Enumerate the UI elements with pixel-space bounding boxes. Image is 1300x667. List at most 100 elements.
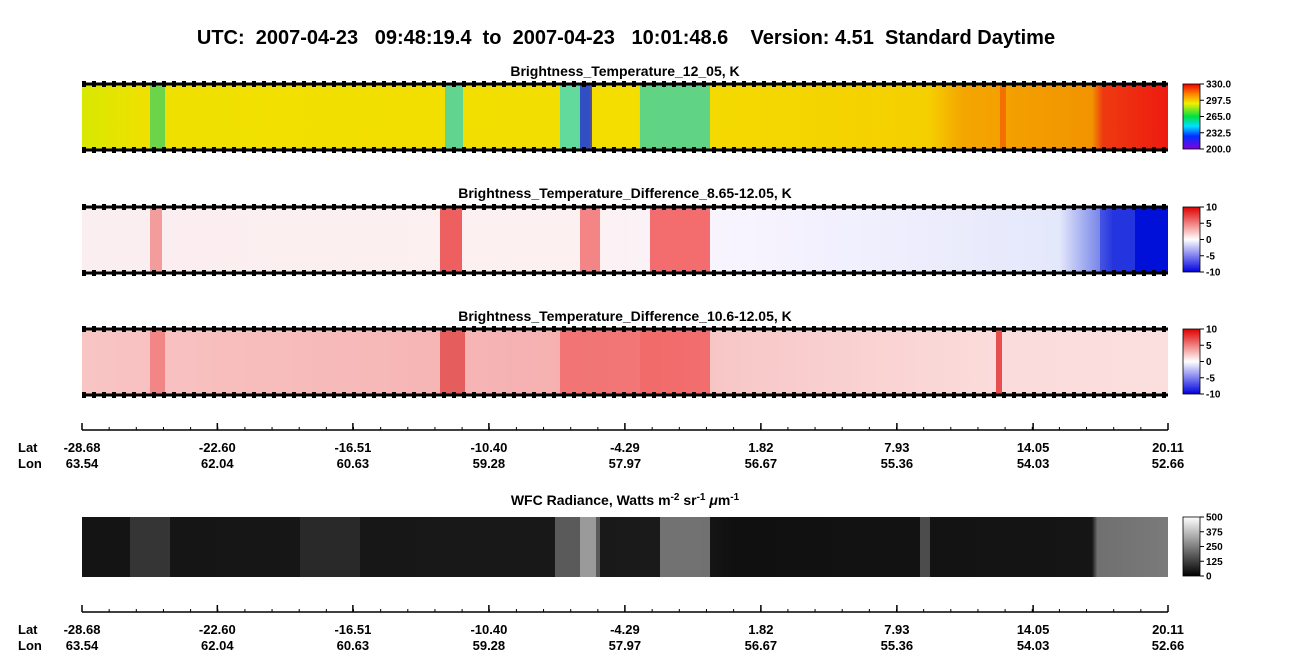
lon-tick-label: 60.63 (337, 456, 370, 471)
lat-tick-label: 14.05 (1017, 622, 1050, 637)
colorbar-tick-label: 265.0 (1206, 112, 1231, 123)
colorbar-tick-label: -10 (1206, 390, 1221, 401)
lon-tick-label: 57.97 (609, 638, 642, 653)
swath-streak (640, 329, 710, 395)
swath-streak (660, 517, 710, 577)
lon-tick-label: 62.04 (201, 638, 234, 653)
swath-streak (300, 517, 360, 577)
swath-streak (580, 517, 596, 577)
lat-tick-label: 20.11 (1152, 622, 1184, 637)
lat-tick-label: 1.82 (748, 440, 773, 455)
lon-label: Lon (18, 456, 42, 471)
title-part: WFC Radiance, Watts m (511, 492, 671, 508)
colorbar-tick-label: -5 (1206, 251, 1215, 262)
lon-tick-label: 56.67 (745, 638, 778, 653)
lon-tick-label: 54.03 (1017, 456, 1050, 471)
lat-tick-label: -16.51 (334, 622, 371, 637)
swath-streak (150, 207, 162, 273)
swath-streak (580, 84, 592, 150)
lon-tick-label: 63.54 (66, 638, 99, 653)
lon-tick-label: 63.54 (66, 456, 99, 471)
swath-streak (440, 329, 465, 395)
lat-tick-label: -22.60 (199, 440, 236, 455)
swath-streak (580, 207, 600, 273)
lat-label: Lat (18, 622, 38, 637)
lat-tick-label: 1.82 (748, 622, 773, 637)
title-part: sr (679, 492, 697, 508)
title-part: -2 (671, 492, 680, 503)
title-part: μ (708, 492, 718, 508)
lon-tick-label: 57.97 (609, 456, 642, 471)
lon-tick-label: 59.28 (473, 456, 506, 471)
colorbar (1182, 328, 1201, 395)
panel-title: Brightness_Temperature_Difference_8.65-1… (458, 185, 792, 201)
lat-label: Lat (18, 440, 38, 455)
swath-image (82, 517, 1168, 577)
swath-streak (130, 517, 170, 577)
colorbar-tick-label: 375 (1206, 527, 1223, 538)
title-part: -1 (730, 492, 739, 503)
lon-label: Lon (18, 638, 42, 653)
swath-streak (445, 84, 463, 150)
lon-tick-label: 62.04 (201, 456, 234, 471)
lon-tick-label: 60.63 (337, 638, 370, 653)
colorbar-tick-label: -10 (1206, 268, 1221, 279)
colorbar-tick-label: 232.5 (1206, 128, 1231, 139)
lon-tick-label: 56.67 (745, 456, 778, 471)
lon-tick-label: 55.36 (881, 638, 914, 653)
title-part: m (718, 492, 730, 508)
swath-streak (150, 84, 165, 150)
lon-tick-label: 59.28 (473, 638, 506, 653)
lat-tick-label: -4.29 (610, 622, 640, 637)
colorbar-tick-label: 125 (1206, 557, 1223, 568)
colorbar-tick-label: 0 (1206, 357, 1212, 368)
lat-tick-label: 7.93 (884, 622, 909, 637)
colorbar-tick-label: -5 (1206, 373, 1215, 384)
colorbar (1182, 516, 1201, 577)
lon-tick-label: 52.66 (1152, 638, 1185, 653)
colorbar (1182, 83, 1201, 150)
swath-image (82, 207, 1168, 273)
colorbar-tick-label: 200.0 (1206, 145, 1231, 156)
lon-tick-label: 55.36 (881, 456, 914, 471)
colorbar-tick-label: 0 (1206, 235, 1212, 246)
lon-tick-label: 54.03 (1017, 638, 1050, 653)
lat-tick-label: -16.51 (334, 440, 371, 455)
colorbar-tick-label: 0 (1206, 572, 1212, 583)
panel-title: Brightness_Temperature_Difference_10.6-1… (458, 308, 792, 324)
lat-tick-label: -10.40 (470, 440, 507, 455)
lon-tick-label: 52.66 (1152, 456, 1185, 471)
swath-streak (1100, 207, 1135, 273)
colorbar-tick-label: 10 (1206, 203, 1218, 214)
colorbar-tick-label: 5 (1206, 341, 1212, 352)
colorbar-tick-label: 250 (1206, 542, 1223, 553)
lat-tick-label: 14.05 (1017, 440, 1050, 455)
panel-title: Brightness_Temperature_12_05, K (510, 63, 739, 79)
colorbar-tick-label: 5 (1206, 219, 1212, 230)
lat-tick-label: -28.68 (64, 440, 101, 455)
colorbar-tick-label: 10 (1206, 325, 1218, 336)
lat-tick-label: -22.60 (199, 622, 236, 637)
swath-streak (440, 207, 462, 273)
lat-tick-label: -10.40 (470, 622, 507, 637)
panel-title: WFC Radiance, Watts m-2 sr-1 μm-1 (511, 492, 740, 509)
swath-streak (1000, 84, 1006, 150)
colorbar-tick-label: 500 (1206, 513, 1223, 524)
swath-streak (560, 329, 640, 395)
lat-tick-label: 7.93 (884, 440, 909, 455)
colorbar (1182, 206, 1201, 273)
swath-streak (640, 84, 710, 150)
swath-image (82, 84, 1168, 150)
swath-streak (920, 517, 930, 577)
colorbar-tick-label: 297.5 (1206, 96, 1231, 107)
swath-streak (150, 329, 165, 395)
lat-tick-label: 20.11 (1152, 440, 1184, 455)
lat-tick-label: -28.68 (64, 622, 101, 637)
swath-streak (996, 329, 1002, 395)
colorbar-tick-label: 330.0 (1206, 80, 1231, 91)
title-part: -1 (697, 492, 706, 503)
page-title: UTC: 2007-04-23 09:48:19.4 to 2007-04-23… (197, 27, 1055, 49)
swath-streak (650, 207, 710, 273)
lat-tick-label: -4.29 (610, 440, 640, 455)
